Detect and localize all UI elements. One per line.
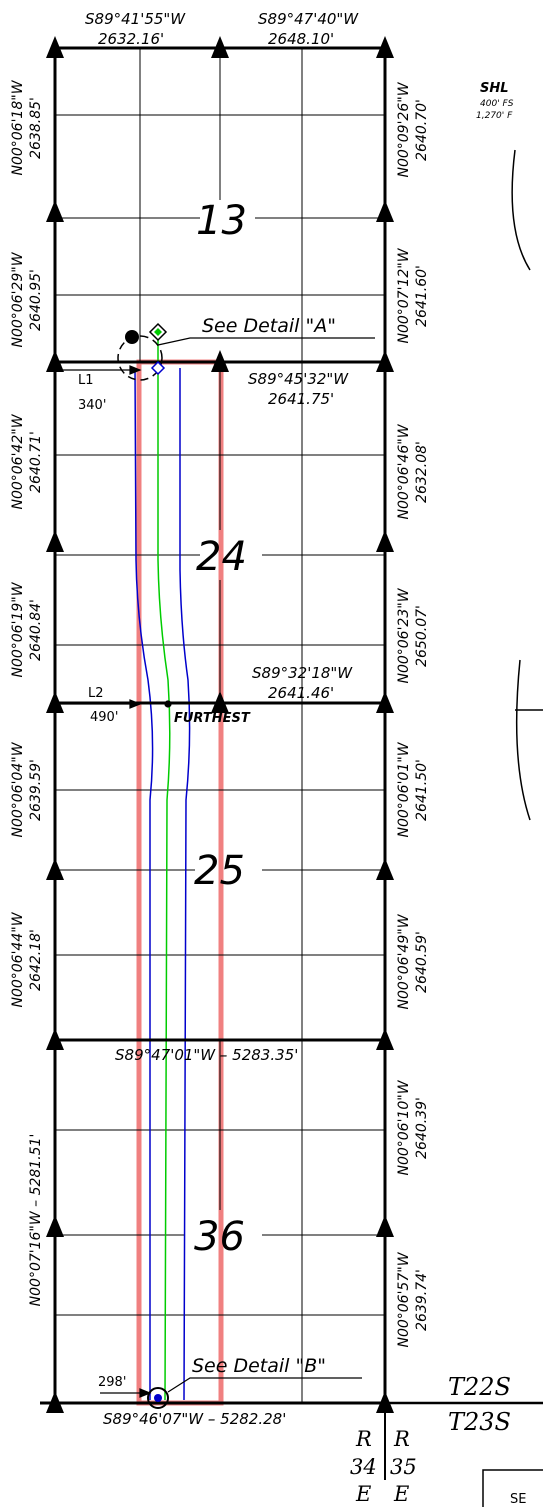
interior-bearing-0: S89°45'32"W <box>248 370 349 388</box>
left-bearing-6: N00°07'16"W – 5281.51' <box>28 1134 44 1307</box>
shl-line1: 400' FS <box>480 99 514 109</box>
right-bearing-5: N00°06'49"W <box>396 913 412 1009</box>
right-bearing-4: N00°06'01"W <box>396 741 412 837</box>
left-bearing-4: N00°06'04"W <box>10 741 26 837</box>
surface-hole-marker <box>117 322 375 381</box>
top-distance-1: 2648.10' <box>268 30 334 48</box>
l1-label: L1 <box>78 373 94 388</box>
right-distance-0: 2640.70' <box>414 99 430 161</box>
interior-distance-1: 2641.46' <box>268 684 334 702</box>
left-distance-2: 2640.71' <box>28 431 44 493</box>
detail-b-label: See Detail "B" <box>192 1355 326 1377</box>
section-lines <box>40 46 543 1480</box>
legend-label: SE <box>510 1492 526 1507</box>
setback-lines <box>134 367 191 1401</box>
interior-bearing-2: S89°47'01"W – 5283.35' <box>115 1046 298 1064</box>
right-distance-5: 2640.59' <box>414 931 430 993</box>
left-distance-4: 2639.59' <box>28 759 44 821</box>
quarter-lines <box>55 48 385 1403</box>
shl-line2: 1,270' F <box>476 111 513 121</box>
interior-bearing-3: S89°46'07"W – 5282.28' <box>103 1410 286 1428</box>
range-r-west: R <box>355 1427 372 1451</box>
left-distance-1: 2640.95' <box>28 269 44 331</box>
right-distance-6: 2640.39' <box>414 1097 430 1159</box>
l2-label: L2 <box>88 686 104 701</box>
township-north: T22S <box>448 1373 511 1401</box>
section-number-24: 24 <box>196 534 247 580</box>
left-distance-3: 2640.84' <box>28 599 44 661</box>
section-number-25: 25 <box>194 848 245 894</box>
right-distance-2: 2632.08' <box>414 441 430 503</box>
left-bearing-5: N00°06'44"W <box>10 911 26 1007</box>
right-bearing-1: N00°07'12"W <box>396 247 412 343</box>
detail-a-label: See Detail "A" <box>202 315 336 337</box>
interior-bearing-1: S89°32'18"W <box>252 664 353 682</box>
right-distance-3: 2650.07' <box>414 605 430 667</box>
top-bearing-0: S89°41'55"W <box>85 10 186 28</box>
section-number-13: 13 <box>196 198 247 244</box>
section-corner-markers <box>46 36 394 1413</box>
right-distance-1: 2641.60' <box>414 265 430 327</box>
range-34: 34 <box>350 1455 377 1479</box>
range-r-east: R <box>393 1427 410 1451</box>
right-distance-7: 2639.74' <box>414 1269 430 1331</box>
range-e-east: E <box>393 1482 409 1506</box>
range-e-west: E <box>355 1482 371 1506</box>
range-35: 35 <box>390 1455 417 1479</box>
bottom-distance: 298' <box>98 1375 126 1390</box>
legend-box: SE <box>482 1469 543 1507</box>
right-bearing-2: N00°06'46"W <box>396 423 412 519</box>
interior-distance-0: 2641.75' <box>268 390 334 408</box>
right-bearing-6: N00°06'10"W <box>396 1079 412 1175</box>
section-number-36: 36 <box>194 1214 245 1260</box>
left-bearing-1: N00°06'29"W <box>10 251 26 347</box>
left-bearing-0: N00°06'18"W <box>10 79 26 175</box>
shl-title: SHL <box>480 81 509 96</box>
right-bearing-3: N00°06'23"W <box>396 587 412 683</box>
left-bearing-3: N00°06'19"W <box>10 581 26 677</box>
furthest-label: FURTHEST <box>174 711 251 726</box>
top-bearing-1: S89°47'40"W <box>258 10 359 28</box>
bottom-hole-marker <box>147 1377 362 1409</box>
right-distance-4: 2641.50' <box>414 759 430 821</box>
right-bearing-7: N00°06'57"W <box>396 1251 412 1347</box>
l2-distance: 490' <box>90 710 118 725</box>
left-distance-5: 2642.18' <box>28 929 44 991</box>
wellbore-path <box>157 332 171 1401</box>
left-bearing-2: N00°06'42"W <box>10 413 26 509</box>
left-distance-0: 2638.85' <box>28 97 44 159</box>
l1-distance: 340' <box>78 398 106 413</box>
offset-dimensions <box>60 365 172 1398</box>
top-distance-0: 2632.16' <box>98 30 164 48</box>
shl-arc <box>511 149 543 821</box>
right-bearing-0: N00°09'26"W <box>396 81 412 177</box>
township-south: T23S <box>448 1408 511 1436</box>
